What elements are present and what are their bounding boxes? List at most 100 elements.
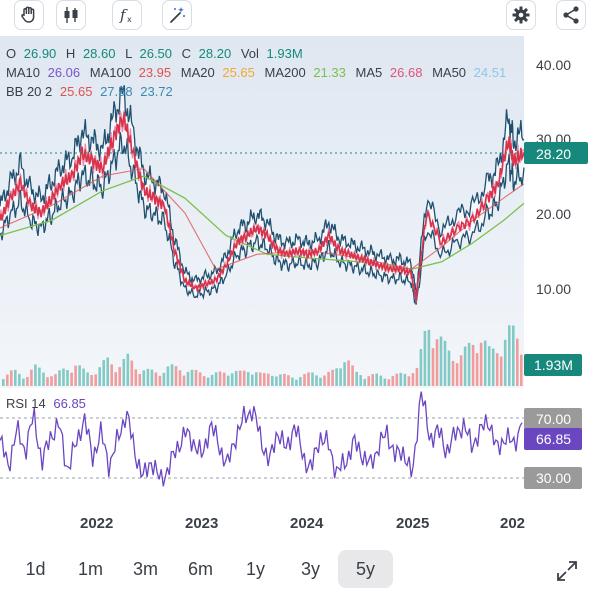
timeframe-3y[interactable]: 3y xyxy=(300,558,320,579)
rsi-label: RSI 14 xyxy=(6,396,46,411)
volume-bar xyxy=(206,377,210,386)
volume-bar xyxy=(375,373,378,386)
timeframe-selector: 1d 1m 3m 6m 1y 3y 5y xyxy=(8,550,408,588)
svg-text:O 26.90 H 28: O 26.90 H 28.60 L 26.50 C 28.20 Vol 1.93… xyxy=(6,46,303,61)
volume-bar xyxy=(114,372,117,386)
volume-bar xyxy=(210,374,214,386)
volume-bar xyxy=(399,372,403,386)
volume-bar xyxy=(323,375,326,386)
volume-bar xyxy=(78,365,81,386)
gear-icon[interactable] xyxy=(506,0,536,30)
volume-bar xyxy=(443,340,447,386)
volume-bar xyxy=(26,376,29,386)
volume-bar xyxy=(10,370,13,386)
timeframe-6m[interactable]: 6m xyxy=(187,558,213,579)
volume-bar xyxy=(162,372,166,386)
volume-bar xyxy=(90,375,93,386)
svg-text:RSI 14 66.85: RSI 14 66.85 xyxy=(6,396,86,411)
volume-bar xyxy=(435,339,439,386)
last-volume-label: 1.93M xyxy=(534,357,573,373)
rsi-level-30: 30.00 xyxy=(536,470,571,486)
volume-bar xyxy=(479,342,483,386)
volume-bar xyxy=(226,375,230,386)
volume-bar xyxy=(194,370,198,386)
price-chart[interactable]: 40.00 30.00 20.00 10.00 28.20 1.93M 70.0… xyxy=(0,36,600,546)
ohlc-label: H xyxy=(66,46,75,61)
volume-tag: 1.93M xyxy=(524,354,582,376)
volume-bar xyxy=(516,338,519,386)
volume-bar xyxy=(182,375,186,386)
bb-value: 23.72 xyxy=(140,84,173,99)
volume-bar xyxy=(150,369,154,386)
ma-label: MA10 xyxy=(6,65,40,80)
ohlc-value: 1.93M xyxy=(267,46,303,61)
timeframe-1d[interactable]: 1d xyxy=(25,558,46,579)
ma-value: 24.51 xyxy=(474,65,507,80)
volume-bar xyxy=(202,376,206,386)
ma-label: MA5 xyxy=(356,65,383,80)
timeframe-1y[interactable]: 1y xyxy=(245,558,265,579)
volume-bar xyxy=(283,373,286,386)
volume-bar xyxy=(387,379,391,386)
volume-bar xyxy=(363,378,366,386)
volume-bar xyxy=(46,377,49,386)
volume-bar xyxy=(279,374,282,386)
volume-bar xyxy=(134,369,138,386)
volume-bar xyxy=(178,370,182,386)
magic-wand-icon[interactable] xyxy=(162,0,192,30)
y-tick-label: 40.00 xyxy=(536,57,571,73)
volume-bar xyxy=(70,372,73,386)
ohlc-value: 28.20 xyxy=(199,46,232,61)
volume-bar xyxy=(295,379,298,386)
timeframe-1m[interactable]: 1m xyxy=(77,558,103,579)
ma-legend: MA10 26.06 MA100 23.95 MA20 25.65 MA200 … xyxy=(6,65,506,80)
x-tick-label: 202 xyxy=(500,515,525,532)
volume-bar xyxy=(503,339,507,386)
volume-bar xyxy=(431,348,435,386)
x-tick-label: 2023 xyxy=(185,515,218,532)
volume-bar xyxy=(327,371,330,386)
volume-bar xyxy=(234,371,238,386)
timeframe-3m[interactable]: 3m xyxy=(132,558,158,579)
svg-text:MA10 26.06 MA100: MA10 26.06 MA100 23.95 MA20 25.65 MA200 … xyxy=(6,65,506,80)
volume-bar xyxy=(419,349,423,386)
volume-bar xyxy=(198,372,202,386)
volume-bar xyxy=(335,368,338,386)
ma-label: MA100 xyxy=(90,65,131,80)
volume-bar xyxy=(94,374,97,386)
volume-bar xyxy=(263,373,266,386)
share-icon[interactable] xyxy=(556,0,586,30)
volume-bar xyxy=(395,373,399,386)
expand-icon[interactable] xyxy=(554,558,580,584)
volume-bar xyxy=(512,325,515,386)
ma-value: 21.33 xyxy=(313,65,346,80)
volume-bar xyxy=(118,367,121,386)
volume-bar xyxy=(355,371,358,386)
hand-pointer-icon[interactable] xyxy=(14,0,44,30)
rsi-level-70: 70.00 xyxy=(536,411,571,427)
timeframe-5y[interactable]: 5y xyxy=(338,550,393,588)
volume-bar xyxy=(34,364,37,386)
volume-bar xyxy=(451,360,455,386)
volume-bars xyxy=(2,325,523,386)
volume-bar xyxy=(62,368,65,386)
volume-bar xyxy=(146,368,150,386)
volume-bar xyxy=(190,369,194,386)
bollinger-upper-line xyxy=(0,85,525,297)
volume-bar xyxy=(307,372,310,386)
rsi-line-path xyxy=(0,391,523,487)
volume-bar xyxy=(467,342,471,386)
rsi-legend-value: 66.85 xyxy=(53,396,86,411)
ma-value: 26.06 xyxy=(48,65,81,80)
price-axis: 40.00 30.00 20.00 10.00 xyxy=(536,57,571,297)
candlestick-icon[interactable] xyxy=(56,0,86,30)
volume-bar xyxy=(343,362,346,386)
volume-bar xyxy=(255,372,258,386)
volume-bar xyxy=(102,360,105,386)
volume-bar xyxy=(319,377,322,386)
ohlc-label: Vol xyxy=(241,46,259,61)
volume-bar xyxy=(22,378,25,386)
volume-bar xyxy=(18,373,21,386)
volume-bar xyxy=(427,329,431,386)
